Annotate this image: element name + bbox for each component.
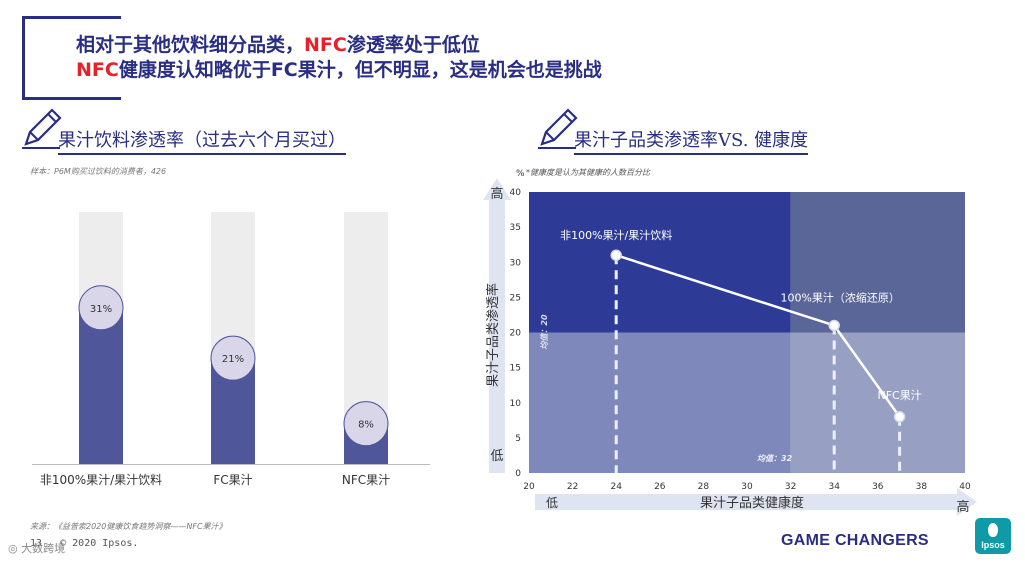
ipsos-logo: Ipsos bbox=[975, 518, 1011, 554]
y-tick-label: 15 bbox=[510, 364, 521, 374]
quadrant-top-left bbox=[529, 192, 791, 333]
category-label: 非100%果汁/果汁饮料 bbox=[40, 473, 162, 487]
x-tick-label: 38 bbox=[916, 482, 928, 492]
x-tick-label: 22 bbox=[567, 482, 578, 492]
title-line-2: NFC健康度认知略优于FC果汁，但不明显，这是机会也是挑战 bbox=[76, 58, 602, 83]
logo-mark-icon bbox=[988, 523, 998, 537]
health-definition-note: *健康度是认为其健康的人数百分比 bbox=[526, 168, 651, 177]
pen-icon bbox=[22, 108, 62, 149]
y-unit-label: % bbox=[516, 169, 525, 179]
quadrant-bottom-left bbox=[529, 332, 791, 473]
x-tick-label: 24 bbox=[610, 482, 622, 492]
quadrant-line-chart: 0 5 10 15 20 25 30 35 40 20 22 24 26 28 30 32 34 36 38 40% *… bbox=[483, 168, 977, 516]
x-tick-label: 32 bbox=[785, 482, 796, 492]
copyright-text: © 2020 Ipsos. bbox=[60, 538, 139, 549]
copyright: 13 © 2020 Ipsos. bbox=[30, 538, 138, 549]
x-axis-low-label: 低 bbox=[546, 496, 558, 510]
left-section-heading: 果汁饮料渗透率（过去六个月买过） bbox=[58, 126, 346, 155]
x-axis-high-label: 高 bbox=[956, 499, 969, 515]
source-note: 来源：《益普索2020健康饮食趋势洞察——NFC果汁》 bbox=[30, 522, 227, 531]
right-section-heading-text: 果汁子品类渗透率VS. 健康度 bbox=[574, 130, 809, 151]
page-title: 相对于其他饮料细分品类，NFC渗透率处于低位 NFC健康度认知略优于FC果汁，但… bbox=[76, 33, 602, 83]
x-tick-label: 30 bbox=[741, 482, 753, 492]
watermark-text: 大数跨境 bbox=[21, 542, 66, 555]
title-line-2-rest: 健康度认知略优于FC果汁，但不明显，这是机会也是挑战 bbox=[118, 59, 602, 81]
y-axis-high-label: 高 bbox=[490, 186, 503, 202]
brand-slogan: GAME CHANGERS bbox=[781, 532, 929, 549]
data-point-label: NFC果汁 bbox=[877, 389, 921, 402]
y-tick-label: 35 bbox=[510, 223, 521, 233]
left-section-heading-text: 果汁饮料渗透率（过去六个月买过） bbox=[58, 130, 346, 151]
y-tick-label: 5 bbox=[515, 434, 521, 444]
y-tick-label: 25 bbox=[510, 293, 521, 303]
x-tick-label: 40 bbox=[959, 482, 971, 492]
bar-value-label: 8% bbox=[358, 420, 374, 431]
y-tick-label: 30 bbox=[510, 258, 522, 268]
x-tick-label: 26 bbox=[654, 482, 666, 492]
x-tick-label: 36 bbox=[872, 482, 884, 492]
left-heading-underline bbox=[58, 153, 346, 155]
data-point bbox=[893, 411, 906, 423]
bar-value-label: 31% bbox=[90, 304, 112, 315]
title-line-2-highlight: NFC bbox=[76, 59, 119, 81]
bar-value-bubble bbox=[210, 335, 256, 381]
sample-note: 样本：P6M购买过饮料的消费者，426 bbox=[30, 167, 167, 176]
x-tick-label: 34 bbox=[828, 482, 840, 492]
watermark: ◎ 大数跨境 bbox=[8, 540, 65, 556]
title-frame bbox=[22, 16, 121, 100]
bar-value-bubble bbox=[343, 401, 389, 447]
data-point bbox=[610, 249, 622, 261]
bar bbox=[79, 307, 123, 464]
x-axis-title: 果汁子品类健康度 bbox=[700, 495, 804, 511]
y-tick-label: 40 bbox=[510, 188, 522, 198]
logo-text: Ipsos bbox=[981, 540, 1005, 550]
y-axis-title: 果汁子品类渗透率 bbox=[485, 283, 501, 387]
title-line-1-text: 相对于其他饮料细分品类， bbox=[76, 34, 305, 56]
bar-value-bubble bbox=[78, 285, 124, 331]
y-tick-label: 20 bbox=[510, 329, 522, 339]
watermark-icon: ◎ bbox=[8, 542, 18, 555]
y-tick-label: 10 bbox=[510, 399, 522, 409]
y-axis-low-label: 低 bbox=[490, 449, 503, 464]
x-mean-label: 均值：32 bbox=[757, 454, 793, 463]
data-point-label: 100%果汁（浓缩还原） bbox=[780, 291, 899, 304]
title-line-1-highlight: NFC bbox=[304, 34, 347, 56]
y-axis-arrow bbox=[483, 178, 511, 473]
right-heading-underline bbox=[574, 153, 809, 155]
bar-value-label: 21% bbox=[222, 354, 244, 365]
x-tick-label: 20 bbox=[523, 482, 535, 492]
x-tick-label: 28 bbox=[698, 482, 710, 492]
pen-icon bbox=[538, 108, 578, 149]
y-mean-label: 均值：20 bbox=[540, 314, 549, 350]
penetration-bar-chart: 31% 非100%果汁/果汁饮料 21% FC果汁 8% NFC果汁 bbox=[32, 212, 430, 487]
data-point-label: 非100%果汁/果汁饮料 bbox=[560, 228, 672, 242]
x-axis-arrow bbox=[535, 488, 977, 516]
page-number: 13 bbox=[30, 538, 43, 549]
quadrant-bottom-right bbox=[790, 332, 965, 473]
title-line-1: 相对于其他饮料细分品类，NFC渗透率处于低位 bbox=[76, 33, 602, 58]
data-point bbox=[828, 319, 840, 332]
right-section-heading: 果汁子品类渗透率VS. 健康度 bbox=[574, 126, 809, 155]
y-tick-label: 0 bbox=[515, 469, 521, 479]
quadrant-top-right bbox=[790, 192, 965, 333]
category-label: FC果汁 bbox=[213, 473, 252, 487]
title-line-1-rest: 渗透率处于低位 bbox=[346, 34, 480, 56]
category-label: NFC果汁 bbox=[342, 473, 390, 487]
